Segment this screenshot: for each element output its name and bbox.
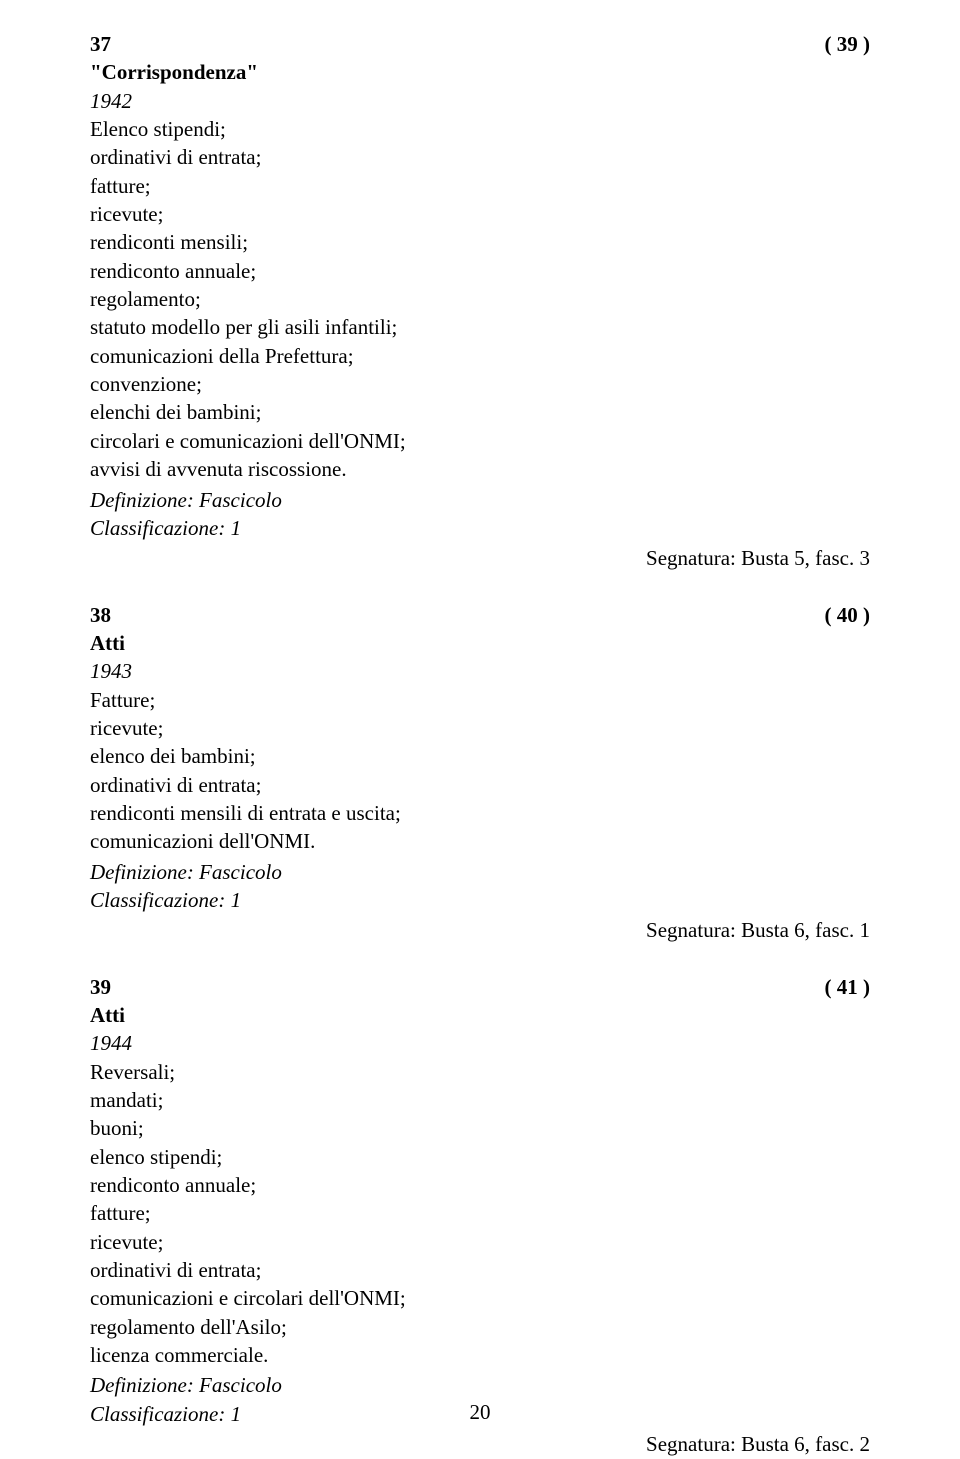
- body-line: elenco stipendi;: [90, 1143, 870, 1171]
- entry-body: Reversali; mandati; buoni; elenco stipen…: [90, 1058, 870, 1370]
- entry-ref: ( 41 ): [825, 973, 871, 1001]
- entry-year: 1942: [90, 87, 870, 115]
- entry-title: Atti: [90, 629, 870, 657]
- entry-segnatura: Segnatura: Busta 6, fasc. 1: [90, 916, 870, 944]
- page-number: 20: [0, 1400, 960, 1425]
- body-line: Fatture;: [90, 686, 870, 714]
- body-line: rendiconti mensili di entrata e uscita;: [90, 799, 870, 827]
- body-line: buoni;: [90, 1114, 870, 1142]
- body-line: ricevute;: [90, 1228, 870, 1256]
- entry-classificazione: Classificazione: 1: [90, 514, 870, 542]
- entry-year: 1944: [90, 1029, 870, 1057]
- body-line: circolari e comunicazioni dell'ONMI;: [90, 427, 870, 455]
- body-line: rendiconto annuale;: [90, 257, 870, 285]
- entry-definizione: Definizione: Fascicolo: [90, 486, 870, 514]
- body-line: regolamento dell'Asilo;: [90, 1313, 870, 1341]
- body-line: ricevute;: [90, 714, 870, 742]
- entry-title: Atti: [90, 1001, 870, 1029]
- entry-number: 37: [90, 30, 111, 58]
- entry-year: 1943: [90, 657, 870, 685]
- body-line: licenza commerciale.: [90, 1341, 870, 1369]
- body-line: Elenco stipendi;: [90, 115, 870, 143]
- entry-39: 39 ( 41 ) Atti 1944 Reversali; mandati; …: [90, 973, 870, 1459]
- body-line: ordinativi di entrata;: [90, 771, 870, 799]
- entry-38: 38 ( 40 ) Atti 1943 Fatture; ricevute; e…: [90, 601, 870, 945]
- body-line: Reversali;: [90, 1058, 870, 1086]
- entry-title: "Corrispondenza": [90, 58, 870, 86]
- entry-segnatura: Segnatura: Busta 6, fasc. 2: [90, 1430, 870, 1458]
- body-line: mandati;: [90, 1086, 870, 1114]
- body-line: elenco dei bambini;: [90, 742, 870, 770]
- entry-heading: 39 ( 41 ): [90, 973, 870, 1001]
- body-line: ordinativi di entrata;: [90, 143, 870, 171]
- entry-body: Fatture; ricevute; elenco dei bambini; o…: [90, 686, 870, 856]
- body-line: comunicazioni dell'ONMI.: [90, 827, 870, 855]
- body-line: avvisi di avvenuta riscossione.: [90, 455, 870, 483]
- body-line: comunicazioni e circolari dell'ONMI;: [90, 1284, 870, 1312]
- entry-definizione: Definizione: Fascicolo: [90, 858, 870, 886]
- entry-definizione: Definizione: Fascicolo: [90, 1371, 870, 1399]
- entry-body: Elenco stipendi; ordinativi di entrata; …: [90, 115, 870, 483]
- body-line: rendiconti mensili;: [90, 228, 870, 256]
- body-line: rendiconto annuale;: [90, 1171, 870, 1199]
- body-line: ordinativi di entrata;: [90, 1256, 870, 1284]
- entry-heading: 37 ( 39 ): [90, 30, 870, 58]
- body-line: fatture;: [90, 172, 870, 200]
- entry-classificazione: Classificazione: 1: [90, 886, 870, 914]
- entry-number: 39: [90, 973, 111, 1001]
- body-line: fatture;: [90, 1199, 870, 1227]
- entry-ref: ( 39 ): [825, 30, 871, 58]
- entry-heading: 38 ( 40 ): [90, 601, 870, 629]
- entry-ref: ( 40 ): [825, 601, 871, 629]
- body-line: convenzione;: [90, 370, 870, 398]
- page: 37 ( 39 ) "Corrispondenza" 1942 Elenco s…: [0, 0, 960, 1451]
- body-line: elenchi dei bambini;: [90, 398, 870, 426]
- body-line: ricevute;: [90, 200, 870, 228]
- entry-37: 37 ( 39 ) "Corrispondenza" 1942 Elenco s…: [90, 30, 870, 573]
- body-line: statuto modello per gli asili infantili;: [90, 313, 870, 341]
- body-line: regolamento;: [90, 285, 870, 313]
- entry-number: 38: [90, 601, 111, 629]
- body-line: comunicazioni della Prefettura;: [90, 342, 870, 370]
- entry-segnatura: Segnatura: Busta 5, fasc. 3: [90, 544, 870, 572]
